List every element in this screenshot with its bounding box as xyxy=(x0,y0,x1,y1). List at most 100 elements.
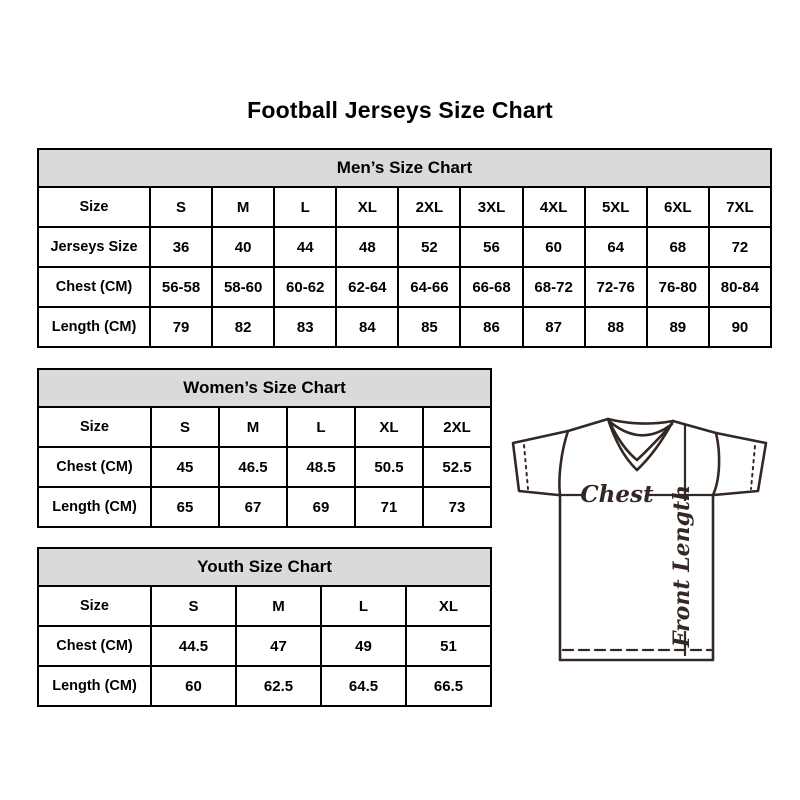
page-title: Football Jerseys Size Chart xyxy=(247,97,553,123)
cell-value: 86 xyxy=(459,306,524,348)
table-row: Chest (CM) 45 46.5 48.5 50.5 52.5 xyxy=(37,446,492,488)
column-header: S xyxy=(150,585,237,627)
column-header: M xyxy=(218,406,288,448)
cell-value: 73 xyxy=(422,486,492,528)
column-header: S xyxy=(148,186,214,228)
cell-value: 83 xyxy=(273,306,338,348)
cell-value: 49 xyxy=(320,625,407,667)
table-row: Chest (CM) 44.5 47 49 51 xyxy=(37,625,492,667)
cell-value: 67 xyxy=(218,486,288,528)
jersey-measurement-diagram: Chest Front Length xyxy=(500,398,780,670)
cell-value: 36 xyxy=(148,226,214,268)
table-row: Length (CM) 60 62.5 64.5 66.5 xyxy=(37,665,492,707)
table-title: Men’s Size Chart xyxy=(37,148,772,188)
column-header: Size xyxy=(37,186,151,228)
row-label: Chest (CM) xyxy=(37,266,151,308)
table-title-row: Men’s Size Chart xyxy=(37,148,772,188)
front-length-label-backing xyxy=(665,501,696,631)
column-header: 5XL xyxy=(583,186,648,228)
left-sleeve xyxy=(511,429,570,497)
column-header: L xyxy=(320,585,407,627)
column-header-row: Size S M L XL 2XL 3XL 4XL 5XL 6XL 7XL xyxy=(37,186,773,228)
right-sleeve xyxy=(712,431,768,497)
cell-value: 56 xyxy=(459,226,524,268)
cell-value: 90 xyxy=(707,306,773,348)
cell-value: 51 xyxy=(405,625,492,667)
cell-value: 62-64 xyxy=(335,266,400,308)
left-armhole-seam xyxy=(558,429,570,497)
cell-value: 65 xyxy=(150,486,220,528)
cell-value: 50.5 xyxy=(354,446,424,488)
column-header: XL xyxy=(335,186,400,228)
cell-value: 64-66 xyxy=(397,266,462,308)
cell-value: 79 xyxy=(148,306,214,348)
cell-value: 60-62 xyxy=(273,266,338,308)
cell-value: 68 xyxy=(645,226,710,268)
cell-value: 72 xyxy=(707,226,773,268)
cell-value: 85 xyxy=(397,306,462,348)
cell-value: 64.5 xyxy=(320,665,407,707)
cell-value: 46.5 xyxy=(218,446,288,488)
row-label: Length (CM) xyxy=(37,665,152,707)
table-row: Length (CM) 79 82 83 84 85 86 87 88 89 90 xyxy=(37,306,773,348)
right-cuff-stitch xyxy=(750,445,756,490)
table-title-row: Youth Size Chart xyxy=(37,547,492,587)
column-header: L xyxy=(286,406,356,448)
cell-value: 62.5 xyxy=(235,665,322,707)
jersey-icon: Chest Front Length xyxy=(511,417,768,662)
column-header: 6XL xyxy=(645,186,710,228)
column-header: XL xyxy=(405,585,492,627)
cell-value: 40 xyxy=(211,226,276,268)
row-label: Jerseys Size xyxy=(37,226,151,268)
column-header: S xyxy=(150,406,220,448)
cell-value: 88 xyxy=(583,306,648,348)
cell-value: 56-58 xyxy=(148,266,214,308)
cell-value: 52.5 xyxy=(422,446,492,488)
cell-value: 48 xyxy=(335,226,400,268)
right-shoulder xyxy=(671,419,718,435)
cell-value: 52 xyxy=(397,226,462,268)
front-length-label: Front Length xyxy=(669,485,695,648)
cell-value: 71 xyxy=(354,486,424,528)
left-cuff-stitch xyxy=(523,444,529,490)
cell-value: 60 xyxy=(521,226,586,268)
cell-value: 82 xyxy=(211,306,276,348)
column-header: 4XL xyxy=(521,186,586,228)
column-header: M xyxy=(235,585,322,627)
column-header-row: Size S M L XL xyxy=(37,585,492,627)
cell-value: 80-84 xyxy=(707,266,773,308)
table-row: Jerseys Size 36 40 44 48 52 56 60 64 68 72 xyxy=(37,226,773,268)
column-header-row: Size S M L XL 2XL xyxy=(37,406,492,448)
chest-label: Chest xyxy=(580,481,654,508)
cell-value: 45 xyxy=(150,446,220,488)
cell-value: 66-68 xyxy=(459,266,524,308)
table-row: Length (CM) 65 67 69 71 73 xyxy=(37,486,492,528)
row-label: Length (CM) xyxy=(37,486,152,528)
cell-value: 69 xyxy=(286,486,356,528)
mens-size-table: Men’s Size Chart Size S M L XL 2XL 3XL 4XL 5XL 6XL… xyxy=(37,148,773,348)
cell-value: 66.5 xyxy=(405,665,492,707)
collar-v-inner xyxy=(608,421,673,462)
cell-value: 84 xyxy=(335,306,400,348)
cell-value: 64 xyxy=(583,226,648,268)
collar-v-outer xyxy=(606,417,675,472)
collar-top xyxy=(606,417,675,425)
jersey-body xyxy=(558,493,715,662)
column-header: 3XL xyxy=(459,186,524,228)
column-header: 2XL xyxy=(397,186,462,228)
column-header: L xyxy=(273,186,338,228)
cell-value: 44 xyxy=(273,226,338,268)
cell-value: 47 xyxy=(235,625,322,667)
cell-value: 44.5 xyxy=(150,625,237,667)
column-header: 2XL xyxy=(422,406,492,448)
right-armhole-seam xyxy=(711,431,721,497)
cell-value: 87 xyxy=(521,306,586,348)
chest-label-backing xyxy=(585,483,649,507)
cell-value: 89 xyxy=(645,306,710,348)
cell-value: 72-76 xyxy=(583,266,648,308)
cell-value: 60 xyxy=(150,665,237,707)
row-label: Chest (CM) xyxy=(37,625,152,667)
row-label: Length (CM) xyxy=(37,306,151,348)
table-title: Women’s Size Chart xyxy=(37,368,492,408)
youth-size-table: Youth Size Chart Size S M L XL Chest (CM) 44.5 4… xyxy=(37,547,492,707)
